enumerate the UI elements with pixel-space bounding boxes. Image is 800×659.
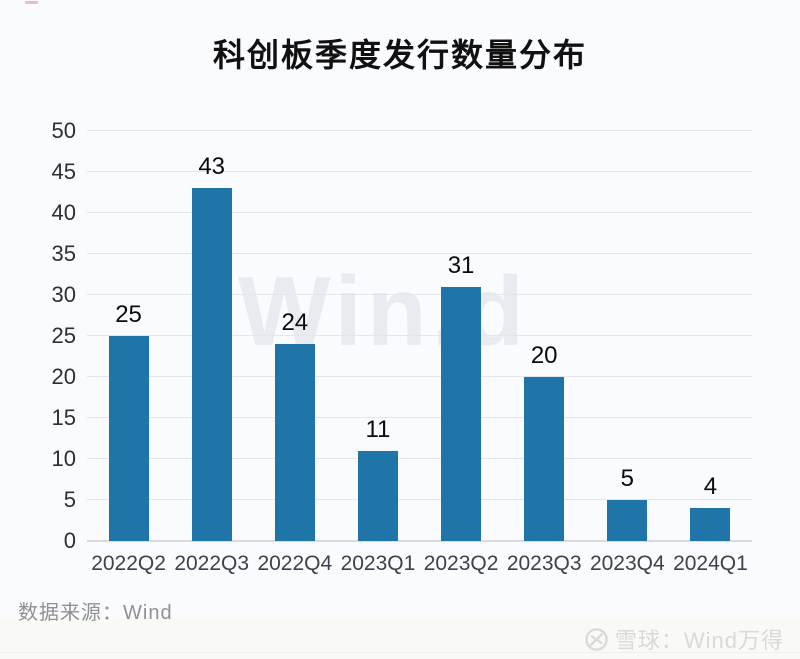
x-axis-tick-label: 2023Q3 — [506, 552, 582, 575]
bar-2024Q1 — [690, 508, 731, 541]
gridline — [87, 376, 752, 377]
y-axis-tick-label: 30 — [51, 282, 76, 307]
y-axis-tick-label: 10 — [51, 446, 76, 471]
x-axis-tick-label: 2023Q2 — [423, 552, 499, 575]
gridline — [87, 130, 752, 131]
chart-title: 科创板季度发行数量分布 — [212, 37, 587, 73]
gridline — [87, 171, 752, 172]
y-axis-tick-label: 0 — [63, 528, 76, 553]
x-axis-tick-label: 2022Q3 — [174, 552, 250, 575]
bar-value-label: 31 — [447, 251, 475, 279]
y-axis-tick-label: 5 — [63, 487, 76, 512]
bar-value-label: 5 — [620, 465, 634, 492]
x-axis-line — [87, 540, 752, 542]
bar-2023Q1 — [357, 450, 398, 541]
y-axis-tick-label: 25 — [51, 323, 76, 348]
x-axis-tick-label: 2023Q4 — [589, 552, 665, 575]
gridline — [87, 253, 752, 254]
bar-value-label: 4 — [703, 473, 718, 501]
bar-2023Q3 — [524, 377, 565, 541]
gridline — [87, 499, 752, 500]
x-axis-tick-label: 2023Q1 — [340, 552, 416, 575]
footer-divider — [0, 652, 800, 653]
bar-value-label: 20 — [530, 342, 558, 369]
gridline — [87, 417, 752, 418]
bar-2023Q2 — [441, 286, 482, 541]
y-axis-tick-label: 20 — [51, 364, 76, 389]
gridline — [87, 335, 752, 336]
x-axis-tick-label: 2022Q4 — [257, 552, 333, 575]
top-left-artifact-mark — [25, 1, 38, 4]
xueqiu-logo-icon — [585, 627, 608, 651]
bar-value-label: 43 — [198, 153, 226, 181]
bar-value-label: 11 — [365, 415, 391, 443]
y-axis-tick-label: 50 — [51, 118, 76, 143]
bar-2022Q3 — [191, 188, 232, 541]
plot-area: 25 43 24 11 31 20 5 4 — [87, 130, 752, 542]
y-axis-tick-label: 15 — [51, 405, 76, 430]
gridline — [87, 458, 752, 459]
bar-2022Q2 — [108, 336, 149, 541]
y-axis-tick-label: 45 — [51, 159, 76, 184]
bar-value-label: 25 — [115, 301, 142, 328]
gridline — [87, 294, 752, 295]
y-axis-tick-label: 35 — [51, 241, 76, 266]
bar-2023Q4 — [607, 500, 648, 541]
x-axis-tick-label: 2022Q2 — [91, 552, 166, 575]
brand-footer: 雪球：Wind万得 — [584, 623, 784, 655]
x-axis-tick-label: 2024Q1 — [673, 552, 748, 575]
bar-value-label: 24 — [281, 309, 309, 337]
data-source-note: 数据来源：Wind — [18, 602, 173, 624]
brand-text: 雪球：Wind万得 — [614, 628, 784, 653]
gridline — [87, 212, 752, 213]
bar-2022Q4 — [274, 344, 315, 541]
y-axis-tick-label: 40 — [51, 200, 76, 225]
